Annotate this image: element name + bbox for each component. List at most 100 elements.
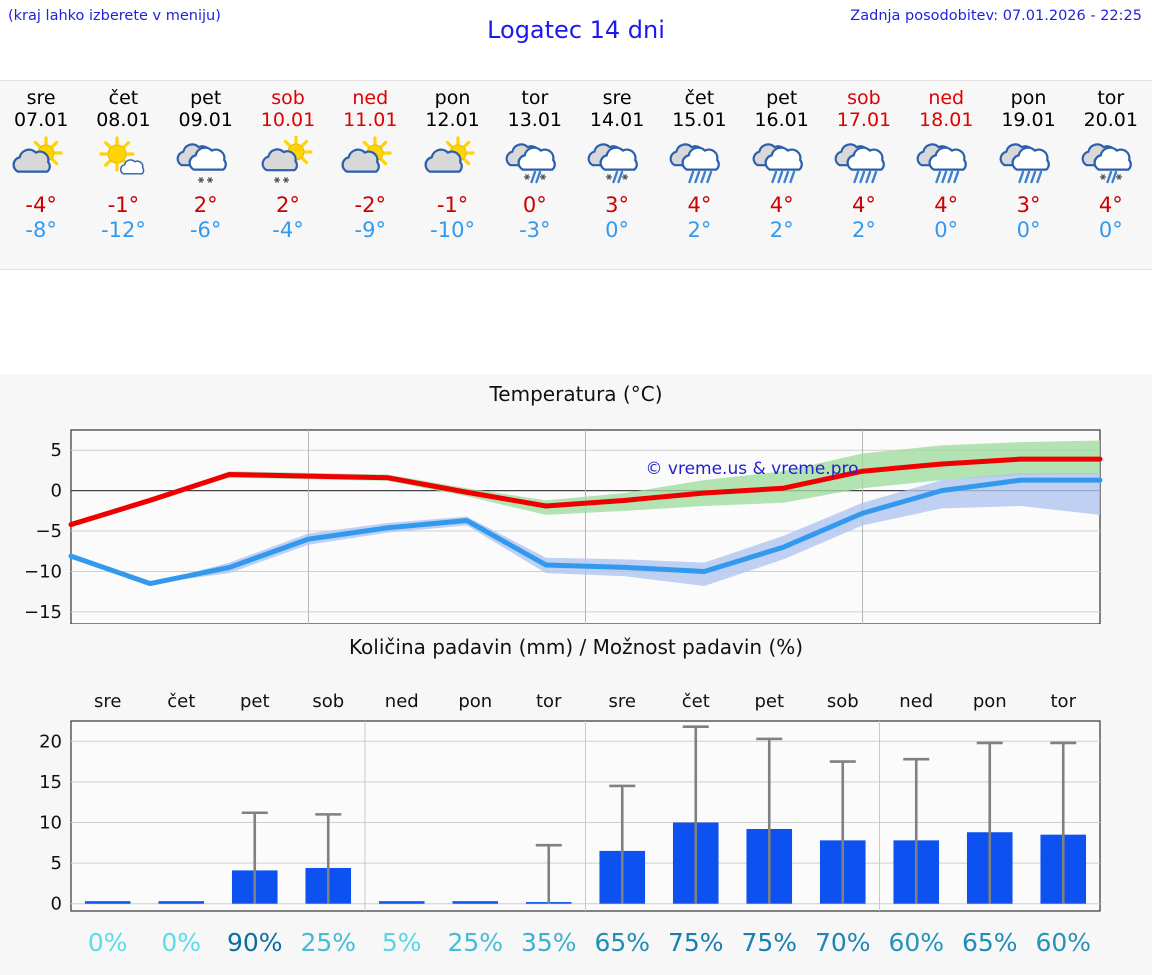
- day-of-week-label: sob: [271, 87, 305, 109]
- cloud-rain-icon: [914, 135, 978, 187]
- precip-bar: [158, 901, 205, 904]
- day-of-week-label: pon: [434, 87, 471, 109]
- watermark-label: © vreme.us & vreme.pro: [645, 459, 858, 479]
- sun-behind-cloud-icon: [421, 135, 485, 187]
- day-of-week-label: ned: [928, 87, 965, 109]
- min-temperature-value: 0°: [605, 218, 630, 243]
- min-temperature-value: -4°: [272, 218, 304, 243]
- day-date-label: 10.01: [260, 109, 316, 132]
- forecast-day-column[interactable]: sob 17.01 4° 2°: [823, 81, 905, 269]
- min-temperature-value: -8°: [25, 218, 57, 243]
- min-temperature-value: 2°: [769, 218, 794, 243]
- precip-probability-label: 0%: [88, 928, 128, 957]
- precipitation-chart-panel: Količina padavin (mm) / Možnost padavin …: [0, 627, 1152, 975]
- min-temperature-value: -3°: [519, 218, 551, 243]
- precip-day-label: ned: [385, 691, 419, 712]
- precip-day-label: pet: [240, 691, 270, 712]
- precip-day-label: pet: [754, 691, 784, 712]
- forecast-day-column[interactable]: pet 16.01 4° 2°: [741, 81, 823, 269]
- forecast-day-column[interactable]: tor 20.01 4° 0°: [1070, 81, 1152, 269]
- max-temperature-value: -2°: [354, 193, 386, 218]
- max-temperature-value: 4°: [1098, 193, 1123, 218]
- precip-probability-label: 0%: [161, 928, 201, 957]
- max-temperature-value: 4°: [769, 193, 794, 218]
- precip-probability-label: 35%: [521, 928, 577, 957]
- sun-small-cloud-icon: [91, 135, 155, 187]
- precip-bar: [378, 901, 425, 904]
- precip-bar: [452, 901, 499, 904]
- day-date-label: 17.01: [836, 109, 892, 132]
- day-date-label: 09.01: [178, 109, 233, 132]
- max-temperature-value: 4°: [934, 193, 959, 218]
- precip-day-label: sob: [827, 691, 859, 712]
- precip-day-label: sob: [312, 691, 344, 712]
- temperature-chart-title: Temperatura (°C): [489, 382, 663, 406]
- precip-probability-label: 60%: [888, 928, 944, 957]
- forecast-day-column[interactable]: sre 14.01 3° 0°: [576, 81, 658, 269]
- forecast-day-column[interactable]: čet 08.01 -1° -12°: [82, 81, 164, 269]
- day-of-week-label: pet: [766, 87, 798, 109]
- precip-day-label: čet: [167, 691, 195, 712]
- precip-probability-label: 25%: [447, 928, 503, 957]
- svg-text:0: 0: [51, 894, 62, 915]
- daily-forecast-strip: sre 07.01 -4° -8° čet 08.01 -1° -12° pet 09.01 2° -…: [0, 80, 1152, 270]
- precip-day-label: sre: [609, 691, 636, 712]
- precip-probability-label: 70%: [815, 928, 871, 957]
- svg-text:5: 5: [51, 853, 62, 874]
- svg-text:10: 10: [39, 812, 62, 833]
- day-date-label: 19.01: [1001, 109, 1056, 132]
- forecast-day-column[interactable]: čet 15.01 4° 2°: [658, 81, 740, 269]
- min-temperature-value: 2°: [852, 218, 876, 243]
- day-of-week-label: tor: [1097, 87, 1125, 109]
- precip-bar: [84, 901, 131, 904]
- precip-day-label: ned: [899, 691, 933, 712]
- forecast-day-column[interactable]: sre 07.01 -4° -8°: [0, 81, 82, 269]
- max-temperature-value: -1°: [436, 193, 469, 218]
- max-temperature-value: -1°: [107, 193, 140, 218]
- svg-text:15: 15: [39, 772, 62, 793]
- day-date-label: 11.01: [343, 109, 398, 132]
- cloud-snow-icon: [174, 135, 238, 187]
- max-temperature-value: 2°: [276, 193, 300, 218]
- svg-text:20: 20: [39, 731, 62, 752]
- svg-text:5: 5: [51, 440, 62, 461]
- precip-day-label: sre: [94, 691, 121, 712]
- precip-day-label: pon: [973, 691, 1007, 712]
- page-header: (kraj lahko izberete v meniju) Logatec 1…: [0, 0, 1152, 80]
- day-of-week-label: sre: [602, 87, 632, 109]
- precip-probability-label: 65%: [594, 928, 650, 957]
- forecast-day-column[interactable]: ned 18.01 4° 0°: [905, 81, 987, 269]
- max-temperature-value: 3°: [1016, 193, 1041, 218]
- menu-hint: (kraj lahko izberete v meniju): [8, 8, 221, 24]
- forecast-day-column[interactable]: sob 10.01 2° -4°: [247, 81, 329, 269]
- max-temperature-value: -4°: [25, 193, 57, 218]
- max-temperature-value: 0°: [522, 193, 547, 218]
- min-temperature-value: 0°: [1016, 218, 1041, 243]
- max-temperature-value: 2°: [193, 193, 218, 218]
- day-date-label: 08.01: [96, 109, 151, 132]
- forecast-day-column[interactable]: ned 11.01 -2° -9°: [329, 81, 411, 269]
- svg-text:−5: −5: [35, 521, 62, 542]
- max-temperature-value: 3°: [605, 193, 630, 218]
- day-of-week-label: tor: [521, 87, 549, 109]
- day-date-label: 16.01: [754, 109, 809, 132]
- precip-day-label: tor: [536, 691, 562, 712]
- day-of-week-label: čet: [108, 87, 139, 109]
- precip-probability-label: 60%: [1035, 928, 1091, 957]
- day-date-label: 07.01: [13, 109, 69, 132]
- forecast-day-column[interactable]: tor 13.01 0° -3°: [494, 81, 576, 269]
- precip-probability-label: 90%: [227, 928, 283, 957]
- forecast-day-column[interactable]: pet 09.01 2° -6°: [165, 81, 247, 269]
- cloud-sleet-icon: [503, 135, 567, 187]
- day-of-week-label: ned: [352, 87, 389, 109]
- min-temperature-value: 2°: [687, 218, 712, 243]
- day-date-label: 18.01: [919, 109, 974, 132]
- cloud-rain-icon: [832, 135, 896, 187]
- precip-probability-label: 75%: [668, 928, 724, 957]
- forecast-day-column[interactable]: pon 12.01 -1° -10°: [411, 81, 493, 269]
- precip-day-label: tor: [1051, 691, 1077, 712]
- forecast-day-column[interactable]: pon 19.01 3° 0°: [987, 81, 1069, 269]
- svg-text:−15: −15: [24, 602, 62, 623]
- cloud-sleet-icon: [1079, 135, 1143, 187]
